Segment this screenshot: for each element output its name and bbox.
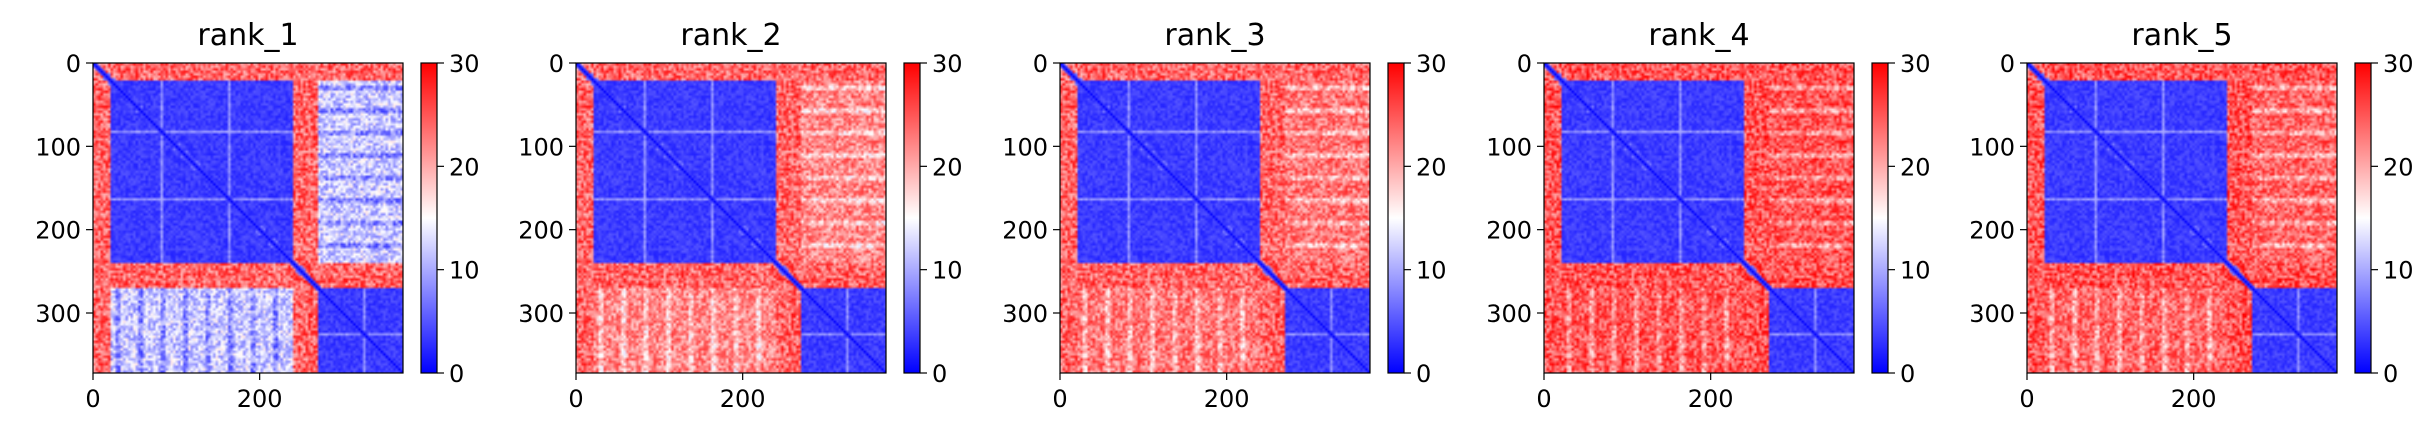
colorbar [1387, 62, 1405, 374]
y-tick-label: 300 [1002, 300, 1048, 328]
x-tick-label: 200 [1204, 385, 1250, 413]
y-tick-label: 100 [35, 133, 81, 161]
chart-title: rank_1 [197, 18, 298, 53]
heatmap-image [1060, 63, 1370, 373]
colorbar-tick-label: 0 [449, 360, 464, 388]
heatmap-panel-3: rank_3 0 100 200 300 0 200 0 10 20 30 [1002, 18, 1446, 413]
colorbar-tick-label: 30 [932, 50, 963, 78]
plot-frame [575, 62, 887, 374]
x-tick-label: 0 [1536, 385, 1551, 413]
y-tick-label: 300 [1486, 300, 1532, 328]
x-tick-label: 0 [1052, 385, 1067, 413]
y-tick-label: 0 [66, 50, 81, 78]
colorbar-tick-label: 0 [1900, 360, 1915, 388]
y-tick-label: 100 [518, 133, 564, 161]
colorbar [903, 62, 921, 374]
colorbar-tick-label: 10 [1900, 257, 1931, 285]
colorbar-tick-label: 30 [2383, 50, 2414, 78]
chart-title: rank_4 [1648, 18, 1749, 53]
colorbar [2354, 62, 2372, 374]
colorbar-tick-label: 0 [2383, 360, 2398, 388]
colorbar-tick-label: 20 [2383, 153, 2414, 181]
colorbar [1871, 62, 1889, 374]
heatmap-panel-1: rank_1 0 100 200 300 0 200 0 10 20 30 [35, 18, 479, 413]
colorbar-tick-label: 20 [1900, 153, 1931, 181]
colorbar [420, 62, 438, 374]
colorbar-tick-label: 10 [2383, 257, 2414, 285]
y-tick-label: 100 [1486, 133, 1532, 161]
colorbar-tick-label: 20 [932, 153, 963, 181]
colorbar-tick-label: 20 [1416, 153, 1447, 181]
y-tick-label: 0 [1517, 50, 1532, 78]
colorbar-tick-label: 30 [449, 50, 480, 78]
x-tick-label: 0 [85, 385, 100, 413]
colorbar-tick-label: 30 [1900, 50, 1931, 78]
y-tick-label: 300 [35, 300, 81, 328]
y-tick-label: 0 [2000, 50, 2015, 78]
x-tick-label: 200 [720, 385, 766, 413]
colorbar-tick-label: 10 [449, 257, 480, 285]
x-tick-label: 200 [2171, 385, 2217, 413]
colorbar-tick-label: 10 [1416, 257, 1447, 285]
colorbar-tick-label: 0 [1416, 360, 1431, 388]
plot-frame [1543, 62, 1855, 374]
x-tick-label: 0 [568, 385, 583, 413]
heatmap-panel-4: rank_4 0 100 200 300 0 200 0 10 20 30 [1486, 18, 1930, 413]
colorbar-tick-label: 20 [449, 153, 480, 181]
y-tick-label: 100 [1969, 133, 2015, 161]
x-tick-label: 0 [2019, 385, 2034, 413]
y-tick-label: 200 [1486, 217, 1532, 245]
heatmap-panel-5: rank_5 0 100 200 300 0 200 0 10 20 30 [1969, 18, 2413, 413]
colorbar-tick-label: 30 [1416, 50, 1447, 78]
chart-title: rank_5 [2131, 18, 2232, 53]
colorbar-tick-label: 0 [932, 360, 947, 388]
chart-title: rank_3 [1164, 18, 1265, 53]
y-tick-label: 0 [549, 50, 564, 78]
heatmap-image [576, 63, 886, 373]
plot-frame [1059, 62, 1371, 374]
y-tick-label: 200 [518, 217, 564, 245]
x-tick-label: 200 [237, 385, 283, 413]
y-tick-label: 200 [35, 217, 81, 245]
plot-frame [92, 62, 404, 374]
y-tick-label: 200 [1969, 217, 2015, 245]
x-tick-label: 200 [1688, 385, 1734, 413]
heatmap-panel-2: rank_2 0 100 200 300 0 200 0 10 20 30 [518, 18, 962, 413]
y-tick-label: 300 [518, 300, 564, 328]
chart-title: rank_2 [680, 18, 781, 53]
heatmap-image [1544, 63, 1854, 373]
y-tick-label: 100 [1002, 133, 1048, 161]
heatmap-image [93, 63, 403, 373]
colorbar-tick-label: 10 [932, 257, 963, 285]
plot-frame [2026, 62, 2338, 374]
y-tick-label: 300 [1969, 300, 2015, 328]
y-tick-label: 200 [1002, 217, 1048, 245]
heatmap-image [2027, 63, 2337, 373]
y-tick-label: 0 [1033, 50, 1048, 78]
